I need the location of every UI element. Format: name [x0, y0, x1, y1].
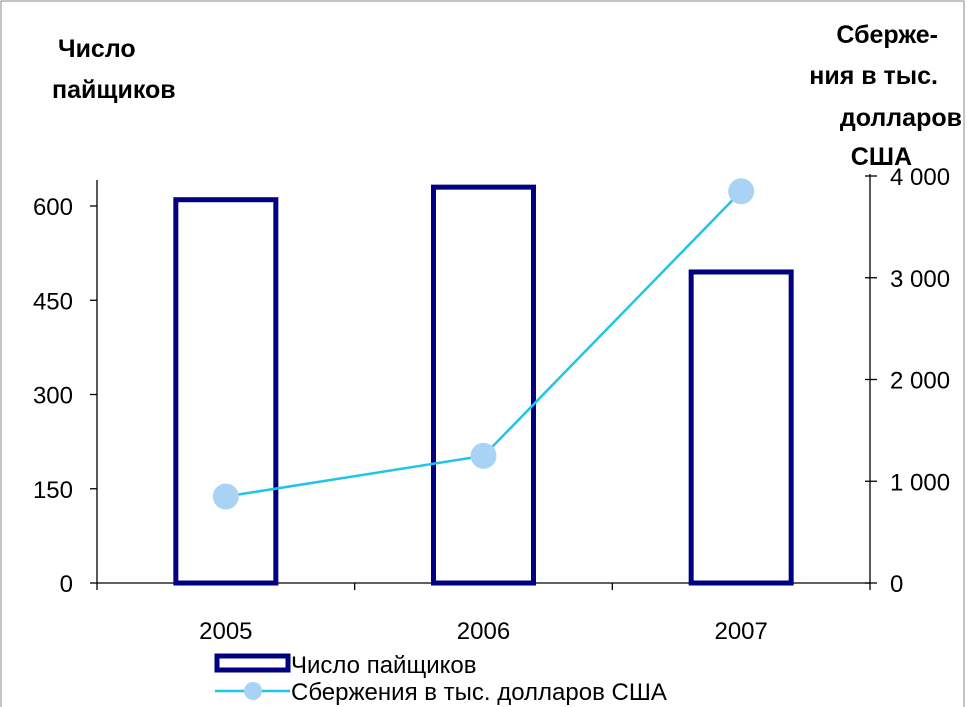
y-right-tick-label: 0	[890, 571, 903, 598]
y-right-title-line-1: Сберже-	[836, 21, 938, 49]
legend-bar-swatch	[214, 653, 291, 673]
y-right-tick-label: 4 000	[890, 164, 950, 191]
legend-label-line: Сбержения в тыс. долларов США	[291, 679, 667, 706]
y-left-title-line-1: Число	[58, 35, 136, 63]
bars	[173, 184, 794, 586]
y-left-tick-label: 300	[33, 383, 73, 410]
x-tick-label: 2007	[714, 618, 767, 645]
y-left-tick-label: 0	[60, 571, 73, 598]
y-right-title-line-2: ния в тыс.	[809, 62, 938, 90]
axes: 0 150 300 450 600 0 1 000 2 000 3 000 4 000 2005 20…	[33, 164, 950, 645]
y-right-title-line-3: долларов	[840, 104, 962, 132]
bar	[431, 184, 536, 586]
y-left-tick-label: 600	[33, 194, 73, 221]
y-left-title-line-2: пайщиков	[52, 76, 176, 104]
bar	[688, 269, 794, 586]
y-right-tick-label: 2 000	[890, 368, 950, 395]
x-tick-label: 2006	[457, 618, 510, 645]
bar	[173, 197, 279, 586]
y-left-tick-label: 450	[33, 288, 73, 315]
savings-point	[728, 178, 755, 205]
legend-line-marker	[244, 682, 262, 700]
x-tick-label: 2005	[199, 618, 252, 645]
y-right-tick-label: 3 000	[890, 266, 950, 293]
y-right-title-line-4: США	[851, 143, 912, 171]
savings-point	[470, 442, 497, 469]
legend: Число пайщиков Сбержения в тыс. долларов…	[214, 652, 667, 706]
legend-label-bar: Число пайщиков	[291, 652, 476, 679]
y-right-tick-label: 1 000	[890, 469, 950, 496]
savings-point	[212, 483, 239, 510]
y-left-tick-label: 150	[33, 477, 73, 504]
line-series	[212, 178, 755, 510]
